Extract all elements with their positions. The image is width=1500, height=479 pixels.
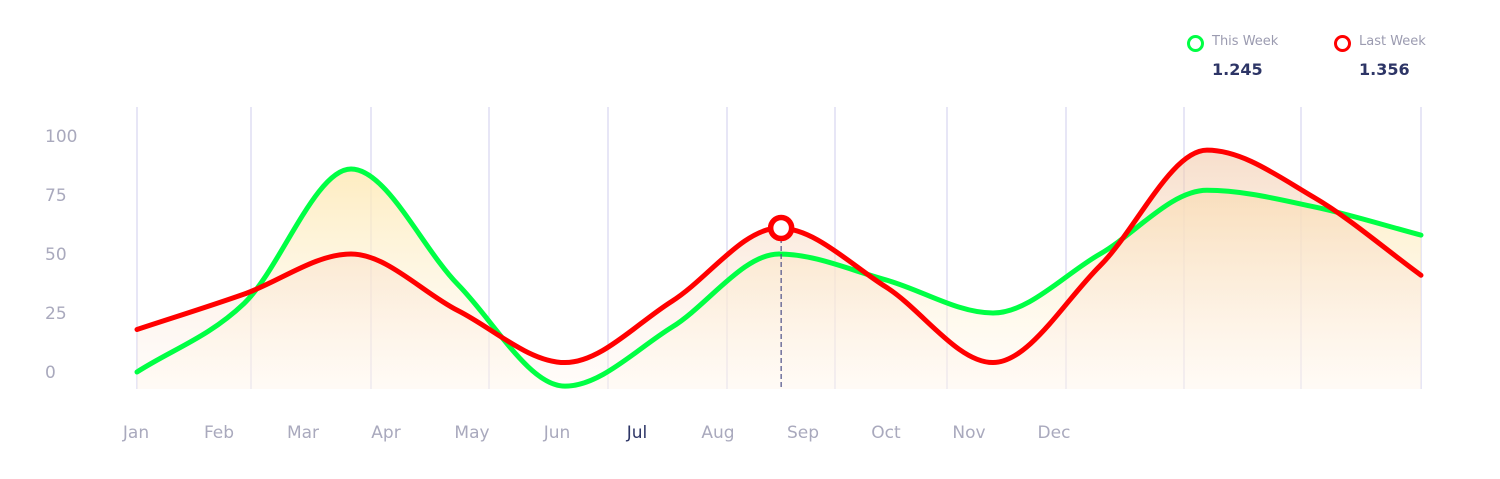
y-axis-labels: 0 25 50 75 100 xyxy=(45,127,77,383)
legend-dot-this-week xyxy=(1187,35,1204,52)
legend-label-last-week: Last Week xyxy=(1359,34,1426,49)
series-line-this-week xyxy=(134,166,1424,389)
x-axis-labels: Jan Feb Mar Apr May Jun Jul Aug Sep Oct Nov Dec xyxy=(122,423,1071,443)
area-fill-last-week xyxy=(137,150,1421,389)
x-tick-label-feb: Feb xyxy=(204,423,234,443)
series-fills xyxy=(137,150,1421,389)
y-tick-label-0: 0 xyxy=(45,363,56,383)
y-tick-label-75: 75 xyxy=(45,186,67,206)
x-tick-label-nov: Nov xyxy=(952,423,985,443)
highlight-point[interactable] xyxy=(767,214,795,242)
x-tick-label-jul: Jul xyxy=(626,423,648,443)
x-tick-label-sep: Sep xyxy=(787,423,819,443)
x-tick-label-oct: Oct xyxy=(871,423,901,443)
y-tick-label-25: 25 xyxy=(45,304,67,324)
x-tick-label-jan: Jan xyxy=(122,423,149,443)
x-tick-label-apr: Apr xyxy=(371,423,400,443)
x-tick-label-may: May xyxy=(454,423,489,443)
x-tick-label-dec: Dec xyxy=(1038,423,1071,443)
highlight-marker xyxy=(767,214,795,389)
y-tick-label-50: 50 xyxy=(45,245,67,265)
legend-dot-last-week xyxy=(1334,35,1351,52)
y-tick-label-100: 100 xyxy=(45,127,77,147)
legend-value-this-week: 1.245 xyxy=(1212,60,1263,79)
x-tick-label-aug: Aug xyxy=(701,423,734,443)
x-tick-label-mar: Mar xyxy=(287,423,319,443)
legend-value-last-week: 1.356 xyxy=(1359,60,1410,79)
x-tick-label-jun: Jun xyxy=(543,423,571,443)
legend-label-this-week: This Week xyxy=(1212,34,1279,49)
